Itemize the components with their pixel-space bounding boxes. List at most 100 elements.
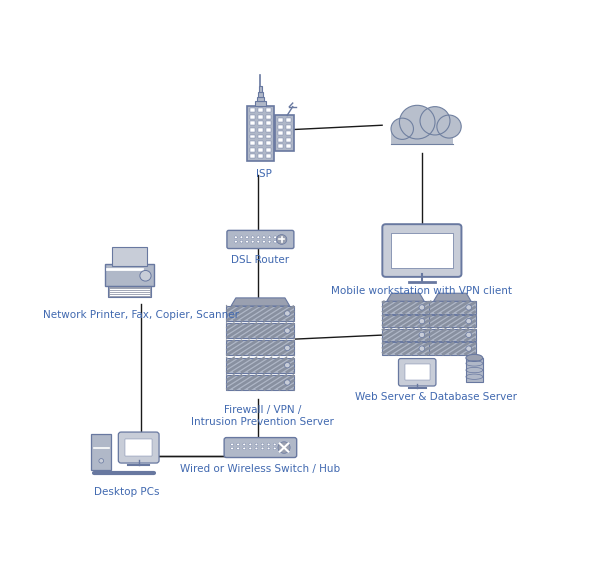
Bar (258, 121, 263, 125)
Circle shape (246, 236, 248, 239)
Circle shape (278, 442, 290, 453)
Bar (258, 154, 263, 158)
Circle shape (274, 240, 277, 243)
Circle shape (419, 346, 425, 351)
Circle shape (234, 240, 237, 243)
Bar (226, 340, 294, 355)
Bar (278, 125, 283, 129)
Bar (250, 135, 255, 139)
Bar (250, 154, 255, 158)
Circle shape (413, 118, 441, 144)
Bar (266, 148, 271, 152)
Circle shape (419, 319, 425, 324)
Circle shape (261, 447, 264, 450)
Bar (382, 342, 429, 355)
Bar (266, 115, 271, 118)
Circle shape (257, 240, 260, 243)
Bar (286, 125, 291, 129)
Bar (266, 108, 271, 112)
Bar (258, 141, 263, 145)
Bar (258, 135, 263, 139)
Bar (104, 264, 154, 286)
Circle shape (429, 121, 452, 143)
Circle shape (466, 332, 472, 338)
Circle shape (243, 447, 246, 450)
FancyBboxPatch shape (227, 231, 294, 248)
Circle shape (99, 459, 104, 463)
Bar (250, 115, 255, 118)
FancyBboxPatch shape (224, 438, 297, 458)
Circle shape (401, 122, 424, 144)
Bar (266, 135, 271, 139)
Bar (429, 301, 476, 313)
Circle shape (399, 105, 435, 139)
Bar (250, 108, 255, 112)
Circle shape (391, 118, 414, 139)
Bar (429, 329, 476, 341)
Text: Desktop PCs: Desktop PCs (94, 488, 159, 497)
Circle shape (420, 106, 450, 135)
Bar (275, 116, 294, 151)
Bar (226, 358, 294, 373)
Circle shape (267, 443, 270, 446)
Circle shape (249, 447, 252, 450)
Bar (259, 86, 262, 92)
Circle shape (280, 443, 282, 446)
Bar (266, 154, 271, 158)
Bar (226, 306, 294, 321)
Bar (286, 138, 291, 142)
Circle shape (251, 236, 254, 239)
Circle shape (267, 447, 270, 450)
Bar (266, 128, 271, 132)
Text: DSL Router: DSL Router (231, 255, 289, 265)
Bar (112, 247, 147, 266)
Text: Web Server & Database Server: Web Server & Database Server (355, 392, 517, 402)
Text: Firewall / VPN /
Intrusion Prevention Server: Firewall / VPN / Intrusion Prevention Se… (191, 405, 334, 427)
Bar (254, 101, 266, 106)
Circle shape (273, 447, 276, 450)
Circle shape (273, 443, 276, 446)
Circle shape (268, 236, 271, 239)
Bar (286, 131, 291, 135)
Bar (429, 342, 476, 355)
Ellipse shape (466, 354, 483, 362)
Circle shape (240, 240, 243, 243)
Circle shape (284, 363, 290, 368)
Circle shape (466, 305, 472, 310)
Circle shape (277, 235, 287, 244)
Bar (278, 118, 283, 122)
Circle shape (466, 346, 472, 351)
Bar (247, 106, 274, 161)
Text: Wired or Wireless Switch / Hub: Wired or Wireless Switch / Hub (181, 465, 341, 474)
FancyBboxPatch shape (118, 432, 159, 463)
Circle shape (237, 443, 240, 446)
Circle shape (284, 345, 290, 351)
Text: ISP: ISP (255, 168, 272, 179)
Circle shape (231, 443, 234, 446)
Bar (250, 128, 255, 132)
Bar (405, 365, 430, 380)
Circle shape (284, 380, 290, 385)
Circle shape (234, 236, 237, 239)
Bar (250, 121, 255, 125)
Bar (258, 148, 263, 152)
Text: Network Printer, Fax, Copier, Scanner: Network Printer, Fax, Copier, Scanner (43, 310, 239, 320)
Bar (258, 128, 263, 132)
Bar (278, 131, 283, 135)
Circle shape (251, 240, 254, 243)
Bar (250, 141, 255, 145)
Bar (391, 233, 452, 269)
Bar (126, 439, 152, 457)
Polygon shape (231, 298, 290, 306)
Circle shape (284, 328, 290, 334)
Bar (226, 375, 294, 390)
Circle shape (257, 236, 260, 239)
Polygon shape (387, 293, 424, 301)
Circle shape (466, 319, 472, 324)
Circle shape (419, 305, 425, 310)
Circle shape (268, 240, 271, 243)
Circle shape (237, 447, 240, 450)
Circle shape (419, 332, 425, 338)
Circle shape (284, 310, 290, 316)
Circle shape (255, 443, 258, 446)
